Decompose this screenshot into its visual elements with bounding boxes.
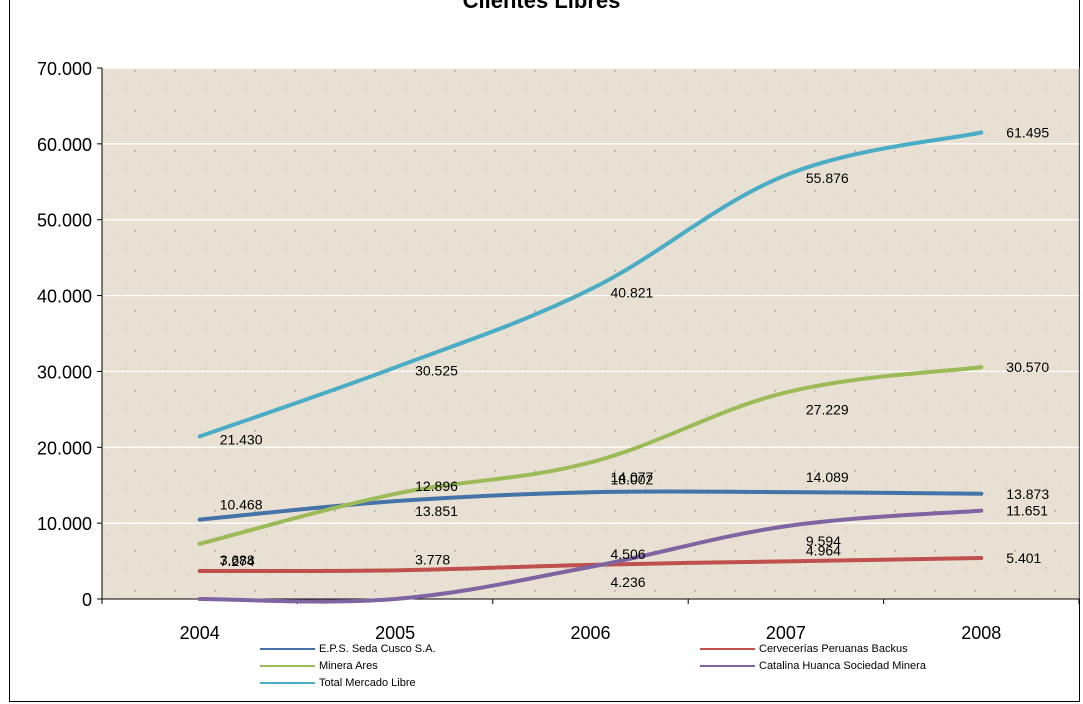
legend-label: E.P.S. Seda Cusco S.A. (319, 643, 436, 655)
x-tick-label: 2006 (570, 623, 610, 643)
data-label: 40.821 (611, 284, 654, 300)
y-tick-label: 30.000 (37, 362, 92, 382)
series-line (197, 556, 984, 574)
data-label: 7.274 (220, 553, 255, 569)
legend-item: Cervecerías Peruanas Backus (700, 643, 908, 655)
data-label: 55.876 (806, 170, 849, 186)
data-label: 18.002 (611, 471, 654, 487)
data-label: 14.077 (611, 469, 654, 485)
data-label: 21.430 (220, 431, 263, 447)
x-tick-label: 2004 (180, 623, 220, 643)
x-tick-label: 2008 (961, 623, 1001, 643)
legend-swatch (700, 648, 755, 650)
legend-label: Minera Ares (319, 660, 378, 672)
x-tick-label: 2007 (766, 623, 806, 643)
data-label: 4.236 (611, 574, 646, 590)
data-label: 12.896 (415, 478, 458, 494)
data-label: 3.688 (220, 552, 255, 568)
plot-area (101, 67, 1080, 600)
data-label: 13.873 (1006, 486, 1049, 502)
legend-swatch (260, 648, 315, 650)
series-line (197, 489, 984, 522)
legend-label: Cervecerías Peruanas Backus (759, 643, 908, 655)
data-label: 14.089 (806, 469, 849, 485)
legend-item: E.P.S. Seda Cusco S.A. (260, 643, 436, 655)
series-line (197, 508, 984, 604)
data-label: 30.570 (1006, 359, 1049, 375)
y-tick-label: 40.000 (37, 287, 92, 307)
series-lines (197, 130, 984, 604)
data-label: 13.851 (415, 503, 458, 519)
data-label: 4.964 (806, 542, 841, 558)
series-line (197, 365, 984, 546)
data-label: 9.594 (806, 533, 841, 549)
axes: 0 10.000 20.000 30.000 40.000 50.000 60.000 70.… (37, 59, 1080, 643)
data-label: 4.506 (611, 546, 646, 562)
y-tick-label: 60.000 (37, 135, 92, 155)
y-tick-label: 70.000 (37, 59, 92, 79)
legend-swatch (260, 682, 315, 684)
data-label: 27.229 (806, 401, 849, 417)
legend-label: Total Mercado Libre (319, 677, 416, 689)
data-label: 5.401 (1006, 550, 1041, 566)
legend-swatch (260, 665, 315, 667)
legend-swatch (700, 665, 755, 667)
y-tick-label: 50.000 (37, 211, 92, 231)
data-label: 30.525 (415, 362, 458, 378)
y-tick-label: 0 (82, 590, 92, 610)
y-tick-label: 10.000 (37, 514, 92, 534)
series-line (197, 130, 984, 439)
data-label: 11.651 (1006, 503, 1048, 519)
data-label: 61.495 (1006, 125, 1049, 141)
x-tick-label: 2005 (375, 623, 415, 643)
data-labels: 10.468 12.896 14.077 14.089 13.873 3.688 3.778… (220, 125, 1050, 590)
legend-item: Catalina Huanca Sociedad Minera (700, 660, 926, 672)
y-tick-label: 20.000 (37, 438, 92, 458)
legend-item: Minera Ares (260, 660, 378, 672)
data-label: 3.778 (415, 551, 450, 567)
chart-title: Clientes Libres (462, 0, 621, 13)
legend-label: Catalina Huanca Sociedad Minera (759, 660, 926, 672)
legend-item: Total Mercado Libre (260, 677, 416, 689)
data-label: 10.468 (220, 497, 263, 513)
